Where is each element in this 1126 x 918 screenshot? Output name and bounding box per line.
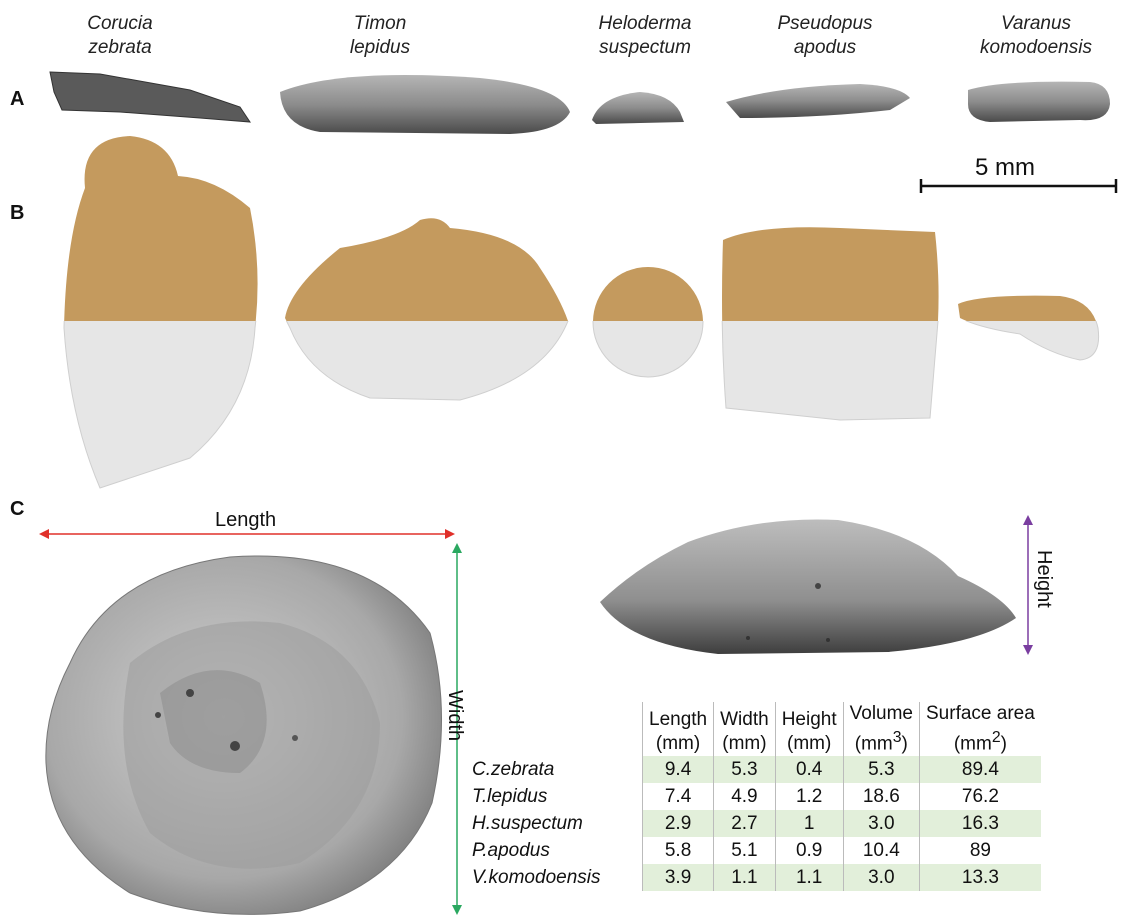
value-cell: 16.3 (918, 810, 1041, 838)
heloderma-split-view (592, 267, 704, 378)
row-a-lateral-views (49, 71, 1110, 134)
value-cell: 7.4 (641, 783, 714, 811)
timon-lateral-view (280, 75, 570, 134)
varanus-lateral-view (968, 81, 1110, 122)
epithet-label: apodus (793, 37, 857, 58)
timon-split-view (285, 218, 569, 401)
epithet-label: lepidus (349, 37, 411, 58)
panel-letter-b: B (10, 202, 25, 224)
heloderma-lateral-view (592, 92, 684, 124)
scale-bar (919, 179, 1118, 193)
osteoderm-dorsal-view (45, 555, 442, 915)
table-row: P.apodus 5.8 5.1 0.9 10.4 89 (470, 837, 1041, 865)
header-width: Width (mm) (713, 702, 776, 757)
epithet-label: suspectum (599, 37, 691, 58)
species-header-corucia: Corucia zebrata (60, 12, 180, 60)
corucia-split-view (63, 136, 258, 489)
table-row: C.zebrata 9.4 5.3 0.4 5.3 89.4 (470, 756, 1041, 784)
header-volume: Volume (mm3) (842, 702, 920, 757)
genus-label: Corucia (87, 13, 153, 34)
genus-label: Varanus (1000, 13, 1072, 34)
species-cell: V.komodoensis (472, 866, 601, 888)
header-length: Length (mm) (641, 702, 714, 757)
header-height: Height (mm) (774, 702, 844, 757)
species-cell: H.suspectum (472, 812, 583, 834)
genus-label: Heloderma (598, 13, 692, 34)
pseudopus-split-view (721, 227, 939, 421)
species-header-pseudopus: Pseudopus apodus (760, 12, 890, 60)
species-cell: C.zebrata (472, 758, 555, 780)
epithet-label: komodoensis (980, 37, 1092, 58)
value-cell: 0.4 (774, 756, 844, 784)
species-header-timon: Timon lepidus (320, 12, 440, 60)
length-label: Length (215, 509, 277, 531)
height-arrow (1023, 515, 1033, 655)
value-cell: 1.1 (713, 864, 776, 892)
genus-label: Pseudopus (777, 13, 873, 34)
species-header-varanus: Varanus komodoensis (966, 12, 1106, 60)
value-cell: 10.4 (842, 837, 920, 865)
value-cell: 4.9 (713, 783, 776, 811)
species-header-cell (470, 702, 643, 756)
value-cell: 3.9 (641, 864, 714, 892)
header-surface-area: Surface area (mm2) (918, 702, 1041, 757)
value-cell: 2.9 (641, 810, 714, 838)
value-cell: 2.7 (713, 810, 776, 838)
value-cell: 1.2 (774, 783, 844, 811)
table-row: V.komodoensis 3.9 1.1 1.1 3.0 13.3 (470, 864, 1041, 892)
osteoderm-lateral-view (600, 519, 1016, 654)
value-cell: 0.9 (774, 837, 844, 865)
table-header-row: Length (mm) Width (mm) Height (mm) Volume (m… (470, 702, 1041, 757)
value-cell: 9.4 (641, 756, 714, 784)
value-cell: 5.3 (713, 756, 776, 784)
value-cell: 5.1 (713, 837, 776, 865)
species-header-heloderma: Heloderma suspectum (575, 12, 715, 60)
epithet-label: zebrata (88, 37, 152, 58)
species-cell: P.apodus (472, 839, 550, 861)
measurement-table: Length (mm) Width (mm) Height (mm) Volume (m… (470, 702, 1041, 892)
value-cell: 3.0 (842, 810, 920, 838)
length-arrow (39, 529, 455, 539)
value-cell: 18.6 (842, 783, 920, 811)
pseudopus-lateral-view (726, 84, 910, 118)
value-cell: 5.8 (641, 837, 714, 865)
genus-label: Timon (353, 13, 407, 34)
height-label: Height (1033, 550, 1055, 608)
value-cell: 89 (918, 837, 1041, 865)
value-cell: 3.0 (842, 864, 920, 892)
value-cell: 1 (774, 810, 844, 838)
table-row: H.suspectum 2.9 2.7 1 3.0 16.3 (470, 810, 1041, 838)
panel-letter-a: A (10, 88, 25, 110)
value-cell: 5.3 (842, 756, 920, 784)
scale-bar-label: 5 mm (975, 154, 1035, 181)
value-cell: 89.4 (918, 756, 1041, 784)
row-b-split-views (63, 136, 1100, 489)
width-label: Width (444, 690, 466, 742)
varanus-split-view (958, 295, 1100, 361)
species-cell: T.lepidus (472, 785, 548, 807)
value-cell: 13.3 (918, 864, 1041, 892)
value-cell: 1.1 (774, 864, 844, 892)
width-arrow (452, 543, 462, 915)
value-cell: 76.2 (918, 783, 1041, 811)
table-row: T.lepidus 7.4 4.9 1.2 18.6 76.2 (470, 783, 1041, 811)
corucia-lateral-view (49, 71, 251, 123)
panel-letter-c: C (10, 498, 25, 520)
